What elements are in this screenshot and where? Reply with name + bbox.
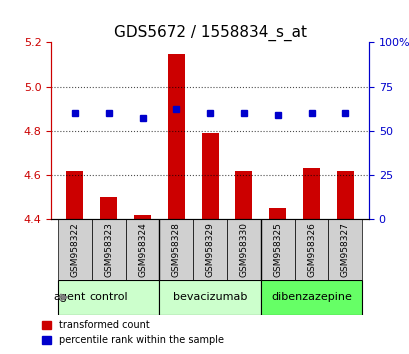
Bar xyxy=(336,171,353,219)
Text: agent: agent xyxy=(53,292,85,302)
Text: GSM958322: GSM958322 xyxy=(70,222,79,277)
Text: dibenzazepine: dibenzazepine xyxy=(270,292,351,302)
Bar xyxy=(269,208,285,219)
Bar xyxy=(134,215,151,219)
FancyBboxPatch shape xyxy=(159,219,193,280)
Legend: transformed count, percentile rank within the sample: transformed count, percentile rank withi… xyxy=(38,316,227,349)
FancyBboxPatch shape xyxy=(58,280,159,315)
FancyBboxPatch shape xyxy=(159,280,260,315)
Text: control: control xyxy=(89,292,128,302)
Text: GSM958324: GSM958324 xyxy=(138,222,147,277)
FancyBboxPatch shape xyxy=(92,219,125,280)
FancyBboxPatch shape xyxy=(328,219,362,280)
Title: GDS5672 / 1558834_s_at: GDS5672 / 1558834_s_at xyxy=(113,25,306,41)
FancyBboxPatch shape xyxy=(294,219,328,280)
Bar xyxy=(201,133,218,219)
Bar xyxy=(235,171,252,219)
Text: GSM958323: GSM958323 xyxy=(104,222,113,277)
Text: GSM958328: GSM958328 xyxy=(171,222,180,277)
FancyBboxPatch shape xyxy=(193,219,227,280)
FancyBboxPatch shape xyxy=(260,219,294,280)
FancyBboxPatch shape xyxy=(260,280,362,315)
Text: GSM958327: GSM958327 xyxy=(340,222,349,277)
FancyBboxPatch shape xyxy=(58,219,92,280)
Text: bevacizumab: bevacizumab xyxy=(173,292,247,302)
Bar xyxy=(100,197,117,219)
Text: GSM958329: GSM958329 xyxy=(205,222,214,277)
Text: GSM958326: GSM958326 xyxy=(306,222,315,277)
Bar xyxy=(167,53,184,219)
Text: GSM958330: GSM958330 xyxy=(239,222,248,277)
FancyBboxPatch shape xyxy=(125,219,159,280)
Bar xyxy=(302,169,319,219)
Text: GSM958325: GSM958325 xyxy=(272,222,281,277)
FancyBboxPatch shape xyxy=(227,219,260,280)
Bar xyxy=(66,171,83,219)
